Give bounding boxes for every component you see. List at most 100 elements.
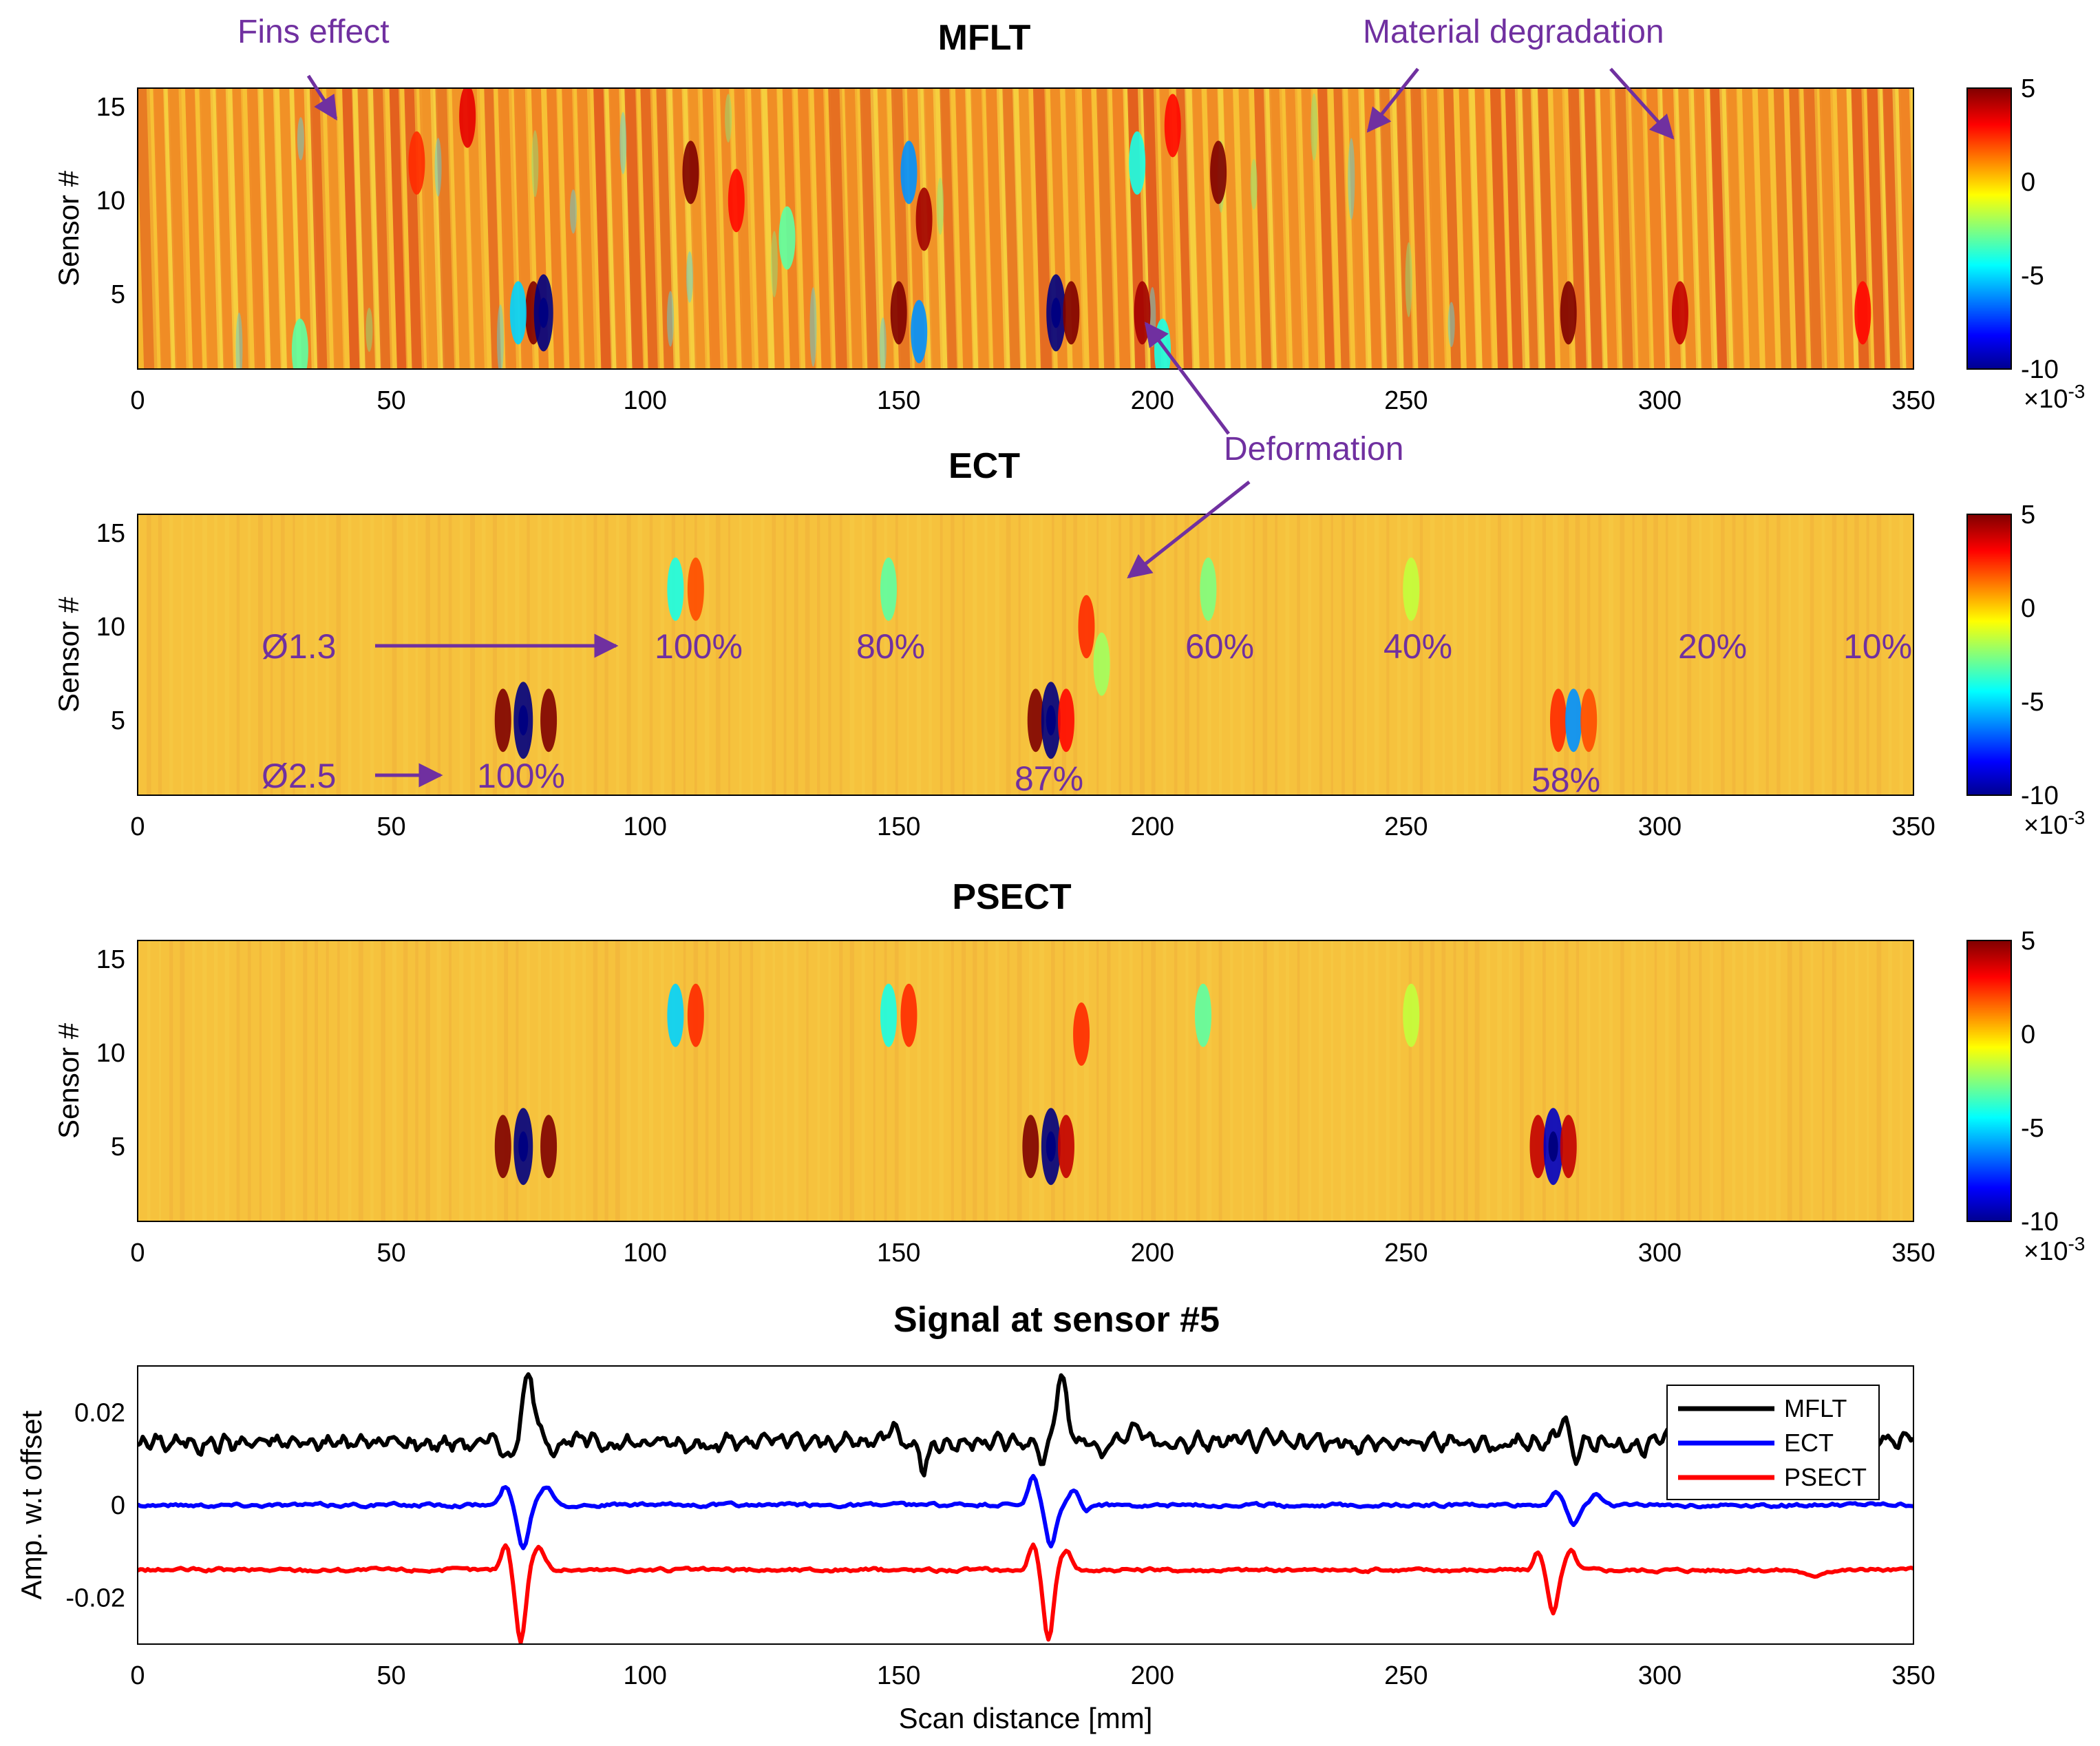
fin-stripe — [1333, 88, 1351, 369]
heatmap-spot — [915, 187, 933, 251]
fin-stripe — [1191, 88, 1210, 369]
fin-mark — [667, 291, 674, 347]
heatmap-spot — [890, 281, 907, 345]
heatmap-spot — [880, 557, 897, 621]
heatmap-spot — [1078, 595, 1095, 659]
fin-stripe — [1615, 88, 1636, 369]
fin-stripe — [1547, 88, 1561, 369]
fin-stripe — [199, 88, 220, 369]
x-tick-label: 200 — [1131, 1661, 1174, 1690]
heatmap-spot — [911, 299, 928, 364]
fin-stripe — [1405, 88, 1421, 369]
mflt-colorbar-exponent: ×10-3 — [2024, 381, 2085, 414]
fin-stripe — [352, 88, 366, 369]
fin-stripe — [1710, 88, 1730, 369]
colorbar-tick-label: 0 — [2021, 168, 2035, 197]
fin-stripe — [965, 88, 980, 369]
y-tick-label: 10 — [96, 1039, 125, 1068]
fin-stripe — [640, 88, 660, 369]
fin-stripe — [389, 88, 408, 369]
fin-stripe — [1819, 88, 1841, 369]
x-tick-label: 200 — [1131, 812, 1174, 841]
fin-mark — [235, 312, 243, 369]
fin-stripe — [1459, 88, 1477, 369]
heatmap-spot-core — [518, 1131, 529, 1162]
fin-stripe — [697, 88, 712, 369]
fin-stripe — [1704, 88, 1719, 369]
fin-stripe — [210, 88, 225, 369]
fin-stripe — [1600, 88, 1620, 369]
fin-stripe — [246, 88, 267, 369]
fin-stripe — [1348, 88, 1368, 369]
annotation-deformation: Deformation — [1224, 431, 1403, 467]
arrow-deformation-ect — [1127, 481, 1251, 579]
heatmap-spot — [687, 983, 704, 1047]
fin-stripe — [273, 88, 288, 369]
colorbar-tick-label: -5 — [2021, 1114, 2044, 1143]
heatmap-spot — [1560, 1115, 1577, 1179]
fin-stripe — [184, 88, 203, 369]
x-tick-label: 150 — [877, 812, 920, 841]
colorbar-tick-label: 5 — [2021, 501, 2035, 529]
fin-stripe — [484, 88, 502, 369]
fin-stripe — [1642, 88, 1656, 369]
fin-mark — [297, 117, 304, 160]
fin-stripe — [326, 88, 346, 369]
fin-stripe — [814, 88, 833, 369]
psect-texture — [138, 940, 1913, 1221]
fin-stripe — [1090, 88, 1105, 369]
y-tick-label: 10 — [96, 187, 125, 215]
ect-ylabel: Sensor # — [52, 596, 85, 713]
fin-stripe — [1096, 88, 1116, 369]
fin-stripe — [1726, 88, 1746, 369]
fin-stripe — [1238, 88, 1258, 369]
fin-stripe — [1631, 88, 1652, 369]
label-depth-40: 40% — [1383, 627, 1452, 666]
fin-stripe — [986, 88, 1007, 369]
fin-stripe — [1301, 88, 1321, 369]
fin-stripe — [1002, 88, 1021, 369]
fin-stripe — [792, 88, 807, 369]
heatmap-spot — [1022, 1115, 1039, 1179]
signal-axes-border — [137, 1365, 1914, 1645]
label-depth-60: 60% — [1185, 627, 1254, 666]
fin-stripe — [681, 88, 697, 369]
x-tick-label: 200 — [1131, 1239, 1174, 1268]
ect-colorbar-ticks: 5 0 -5 -10 — [2021, 501, 2059, 810]
ect-heatmap-background — [138, 514, 1913, 795]
fin-stripe — [971, 88, 990, 369]
signal-xlabel: Scan distance [mm] — [899, 1702, 1153, 1734]
heatmap-spot-core — [518, 705, 529, 736]
fin-stripe — [342, 88, 361, 369]
fin-stripe — [194, 88, 209, 369]
heatmap-spot — [459, 88, 476, 148]
legend-label-mflt: MFLT — [1784, 1394, 1847, 1422]
fin-stripe — [1500, 88, 1514, 369]
signal-ylabel: Amp. w.t offset — [15, 1410, 47, 1599]
fin-mark — [365, 307, 373, 353]
fin-mark — [1348, 138, 1355, 220]
x-tick-label: 150 — [877, 1239, 920, 1268]
heatmap-spot — [509, 281, 527, 345]
fin-stripe — [153, 88, 172, 369]
heatmap-spot — [1565, 688, 1582, 753]
fin-stripe — [593, 88, 613, 369]
fin-stripe — [839, 88, 854, 369]
fin-stripe — [1358, 88, 1373, 369]
fin-stripe — [1693, 88, 1715, 369]
arrow-material-degradation-1 — [1366, 67, 1419, 133]
fin-stripe — [556, 88, 571, 369]
fin-stripe — [178, 88, 193, 369]
fin-stripe — [1081, 88, 1100, 369]
ect-depth-labels: Ø1.3 100% 80% 60% 40% 20% 10% Ø2.5 100% … — [262, 627, 1912, 799]
annotation-arrows — [306, 67, 1675, 579]
heatmap-spot — [1154, 318, 1171, 369]
fin-stripe — [1123, 88, 1136, 369]
fin-stripe — [1285, 88, 1305, 369]
heatmap-spot — [880, 983, 897, 1047]
x-tick-label: 100 — [623, 1661, 666, 1690]
fin-stripe — [1426, 88, 1447, 369]
y-tick-label: 0.02 — [74, 1398, 125, 1427]
